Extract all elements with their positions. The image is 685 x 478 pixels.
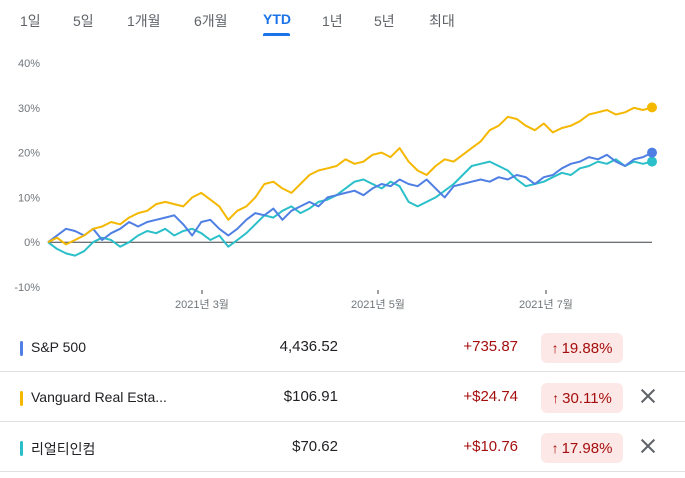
remove-comparison-button[interactable] <box>638 386 658 406</box>
arrow-up-icon: ↑ <box>551 340 559 356</box>
list-item-sp500[interactable]: S&P 500 4,436.52 +735.87 ↑ 19.88% <box>0 322 685 372</box>
tab-1d[interactable]: 1일 <box>20 13 41 29</box>
tab-max[interactable]: 최대 <box>429 13 455 29</box>
tab-5y[interactable]: 5년 <box>374 13 395 29</box>
series-end-dot-realty <box>647 156 657 167</box>
tab-5d[interactable]: 5일 <box>73 13 94 29</box>
security-name: 리얼티인컴 <box>31 441 96 457</box>
series-line-vanguard <box>47 106 653 246</box>
tab-6m[interactable]: 6개월 <box>194 13 228 29</box>
tab-1y[interactable]: 1년 <box>322 13 343 29</box>
series-color-marker <box>20 391 23 406</box>
range-tabs: 1일 5일 1개월 6개월 YTD 1년 5년 최대 <box>0 0 685 40</box>
series-line-realty <box>47 158 653 257</box>
y-tick-label: 40% <box>18 58 40 70</box>
series-color-marker <box>20 441 23 456</box>
security-price: 4,436.52 <box>279 338 338 355</box>
series-end-dot-vanguard <box>647 102 657 113</box>
percent-change-value: 17.98% <box>561 439 613 457</box>
price-change: +$24.74 <box>463 388 518 405</box>
y-tick-label: 30% <box>18 103 40 115</box>
y-tick-label: 20% <box>18 148 40 160</box>
percent-change-badge: ↑ 19.88% <box>541 333 623 363</box>
security-price: $106.91 <box>283 388 338 405</box>
percent-change-badge: ↑ 17.98% <box>541 433 623 463</box>
price-change: +$10.76 <box>463 438 518 455</box>
comparison-list: S&P 500 4,436.52 +735.87 ↑ 19.88% Vangua… <box>0 322 685 472</box>
y-tick-label: 0% <box>24 237 40 249</box>
percent-change-value: 19.88% <box>561 339 613 357</box>
series-line-sp500 <box>47 151 653 244</box>
tab-1m[interactable]: 1개월 <box>127 13 161 29</box>
y-tick-label: 10% <box>18 192 40 204</box>
list-item-realty-income[interactable]: 리얼티인컴 $70.62 +$10.76 ↑ 17.98% <box>0 422 685 472</box>
series-end-dot-sp500 <box>647 147 657 158</box>
security-name: Vanguard Real Esta... <box>31 389 167 405</box>
percent-change-badge: ↑ 30.11% <box>541 383 623 413</box>
tab-selected-indicator <box>263 33 290 36</box>
x-tick-label: 2021년 5월 <box>351 298 405 311</box>
y-tick-label: -10% <box>14 282 40 294</box>
list-item-vanguard[interactable]: Vanguard Real Esta... $106.91 +$24.74 ↑ … <box>0 372 685 422</box>
percent-change-value: 30.11% <box>562 389 612 407</box>
security-name: S&P 500 <box>31 339 87 355</box>
remove-comparison-button[interactable] <box>638 436 658 456</box>
arrow-up-icon: ↑ <box>552 390 560 406</box>
arrow-up-icon: ↑ <box>551 440 559 456</box>
tab-ytd[interactable]: YTD <box>263 11 291 27</box>
comparison-line-chart[interactable]: 40% 30% 20% 10% 0% -10% 2021년 3월 2021년 5월 2021년… <box>0 40 685 320</box>
x-tick-label: 2021년 7월 <box>519 298 573 311</box>
security-price: $70.62 <box>292 438 338 455</box>
series-color-marker <box>20 341 23 356</box>
x-tick-label: 2021년 3월 <box>175 298 229 311</box>
price-change: +735.87 <box>463 338 518 355</box>
